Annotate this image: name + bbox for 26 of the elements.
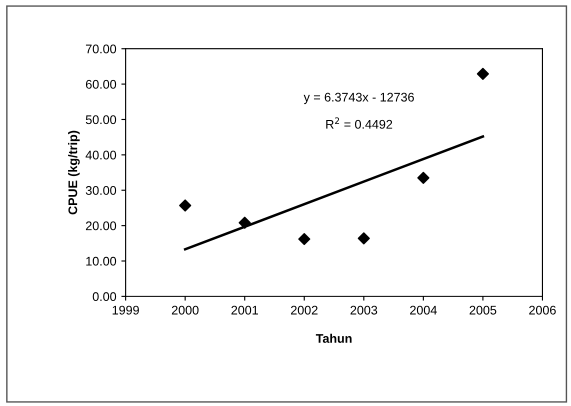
point [238,216,251,229]
point [298,232,310,246]
point [179,199,192,212]
y-axis-title: CPUE (kg/trip) [68,130,80,214]
annotation: y = 6.3743x - 12736 [304,92,414,104]
y-tick-label: 20.00 [86,221,116,230]
x-tick-label: 2006 [529,306,556,315]
y-tick-label: 0.00 [92,292,116,302]
x-tick-label: 2003 [350,306,378,315]
point [476,68,489,80]
point [358,232,370,244]
x-tick-label: 2002 [290,306,318,315]
x-tick-label: 1999 [112,306,139,315]
x-tick-label: 2004 [410,306,437,315]
x-axis-title: Tahun [316,334,352,343]
point [417,172,430,184]
x-tick-label: 2000 [172,306,199,315]
y-tick-label: 70.00 [86,44,116,54]
annotation: R$^{2}$ = 0.4492 [326,117,392,129]
y-tick-label: 10.00 [86,256,116,266]
y-tick-label: 50.00 [86,115,116,124]
y-tick-label: 60.00 [86,80,116,89]
y-tick-label: 30.00 [86,186,116,195]
y-tick-label: 40.00 [86,150,116,160]
x-tick-label: 2005 [470,306,496,315]
x-tick-label: 2001 [231,306,258,315]
